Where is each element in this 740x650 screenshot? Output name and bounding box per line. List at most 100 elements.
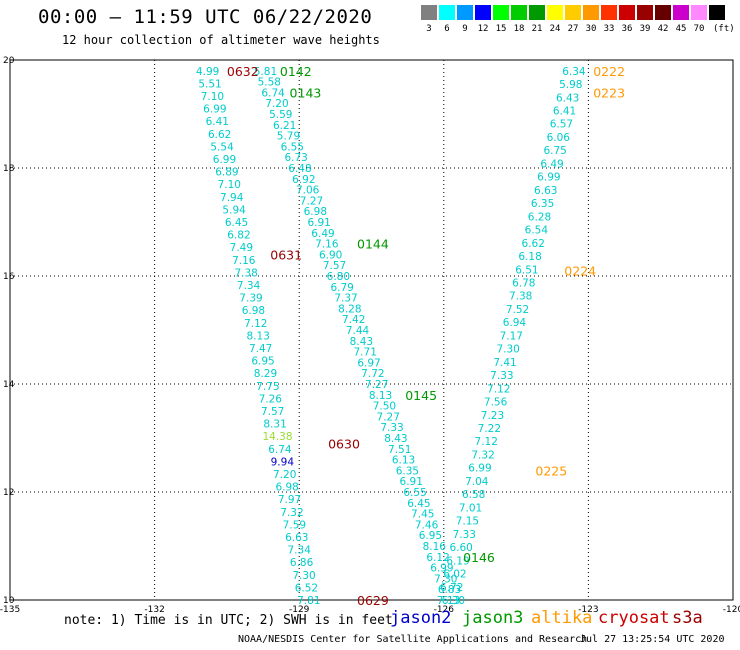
wave-height-value: 6.99 [213,154,236,166]
wave-height-value: 6.12 [426,552,449,564]
wave-height-value: 6.72 [440,582,463,594]
wave-height-value: 5.98 [559,79,582,91]
wave-height-value: 6.02 [443,569,466,581]
wave-height-value: 6.79 [330,282,353,294]
wave-height-value: 6.82 [227,230,250,242]
wave-height-value: 8.13 [369,390,392,402]
wave-height-value: 6.73 [284,152,307,164]
footer-note: note: 1) Time is in UTC; 2) SWH is in fe… [64,613,393,628]
wave-height-value: 6.99 [537,172,560,184]
wave-height-value: 6.83 [438,584,461,596]
wave-height-value: 6.74 [261,87,285,99]
wave-height-value: 8.43 [384,433,407,445]
wave-height-value: 8.28 [338,303,361,315]
wave-height-value: 6.41 [206,116,229,128]
wave-height-value: 6.98 [242,305,265,317]
colorbar-label: 27 [567,24,579,34]
wave-height-value: 6.98 [275,482,298,494]
colorbar-label: 15 [495,24,507,34]
wave-height-value: 7.33 [490,370,513,382]
colorbar-swatch [493,5,509,20]
colorbar-swatch [709,5,725,20]
wave-height-value: 7.34 [288,545,312,557]
wave-height-value: 5.94 [222,204,246,216]
wave-height-value: 7.47 [249,343,272,355]
wave-height-value: 6.91 [400,476,423,488]
pass-time-label: 0142 [280,64,312,79]
wave-height-value: 7.50 [373,401,396,413]
wave-height-value: 6.28 [528,211,551,223]
wave-height-value: 6.49 [540,158,563,170]
wave-height-value: 7.30 [434,573,457,585]
colorbar-swatch [619,5,635,20]
y-tick-label: 14 [3,380,15,390]
x-tick-label: -129 [289,605,310,615]
wave-height-value: 7.27 [365,379,388,391]
wave-height-value: 6.91 [307,217,330,229]
colorbar-swatch [673,5,689,20]
wave-height-value: 6.13 [392,455,415,467]
credit-text: NOAA/NESDIS Center for Satellite Applica… [238,634,588,645]
wave-height-value: 7.38 [509,291,532,303]
colorbar-swatch [583,5,599,20]
wave-height-value: 14.38 [262,431,292,443]
colorbar-swatch [637,5,653,20]
colorbar-swatch [475,5,491,20]
wave-height-value: 7.38 [234,267,257,279]
wave-height-value: 6.99 [468,463,491,475]
wave-height-value: 7.37 [334,293,357,305]
colorbar-label: 3 [426,24,432,34]
pass-time-label: 0632 [227,64,259,79]
y-tick-label: 16 [3,272,15,282]
wave-height-value: 7.17 [500,330,523,342]
wave-height-value: 7.04 [465,476,489,488]
colorbar-swatch [529,5,545,20]
colorbar-swatch [601,5,617,20]
colorbar-label: 70 [693,24,705,34]
wave-height-value: 6.48 [288,163,311,175]
wave-height-value: 7.27 [300,195,323,207]
wave-height-value: 6.57 [550,119,573,131]
wave-height-value: 7.81 [297,595,320,607]
wave-height-value: 6.89 [215,167,238,179]
colorbar-label: 36 [621,24,633,34]
wave-height-value: 6.45 [407,498,430,510]
wave-height-value: 7.32 [280,507,303,519]
colorbar-label: 12 [477,24,489,34]
wave-height-value: 7.52 [506,304,529,316]
wave-height-value: 6.18 [518,251,541,263]
wave-height-value: 6.63 [285,532,308,544]
wave-height-value: 6.30 [442,595,465,607]
wave-height-value: 7.20 [273,469,296,481]
wave-height-value: 6.80 [327,271,350,283]
wave-height-value: 7.20 [265,98,288,110]
legend-entry-altika: altika [531,608,593,628]
wave-height-value: 7.34 [237,280,261,292]
wave-height-value: 8.43 [350,336,373,348]
colorbar-label: 24 [549,24,561,34]
wave-height-value: 7.51 [388,444,411,456]
wave-height-value: 6.45 [225,217,248,229]
wave-height-value: 6.95 [251,356,274,368]
colorbar-swatch [511,5,527,20]
wave-height-value: 6.51 [515,264,538,276]
wave-height-value: 6.98 [304,206,327,218]
wave-height-value: 6.58 [462,489,485,501]
legend-entry-jason3: jason3 [462,608,524,628]
x-tick-label: -132 [144,605,164,615]
wave-height-value: 7.12 [475,436,498,448]
wave-height-value: 5.59 [269,109,292,121]
wave-height-value: 7.71 [354,347,377,359]
pass-time-label: 0144 [357,237,389,252]
wave-height-value: 7.44 [346,325,370,337]
wave-height-value: 7.06 [296,185,320,197]
colorbar-label: 45 [675,24,687,34]
wave-height-value: 6.74 [268,444,292,456]
wave-height-value: 7.75 [256,381,279,393]
page-subtitle: 12 hour collection of altimeter wave hei… [62,33,380,47]
pass-time-label: 0225 [535,463,567,478]
wave-height-value: 6.62 [208,129,231,141]
wave-height-value: 7.42 [342,314,365,326]
colorbar-swatch [565,5,581,20]
